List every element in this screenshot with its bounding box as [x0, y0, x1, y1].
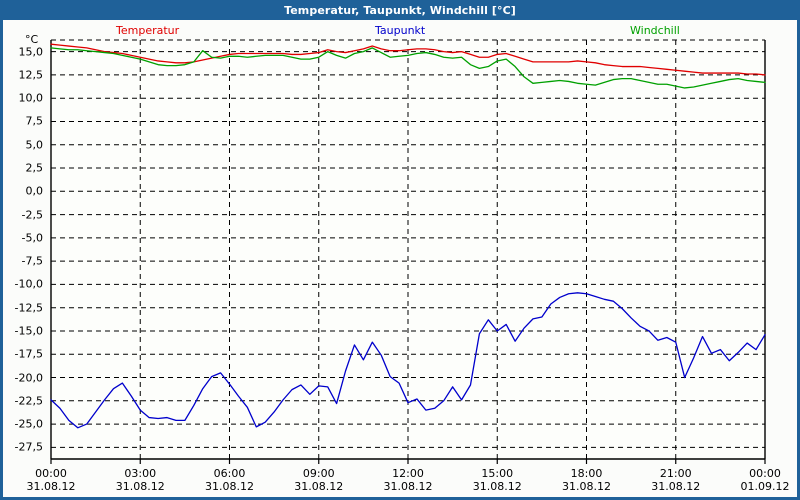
y-axis-tick-label: -20,0 — [14, 371, 43, 385]
y-axis-tick-label: 0,0 — [25, 184, 44, 198]
x-axis-tick-label: 00:00 31.08.12 — [19, 467, 83, 493]
window-title-bar: Temperatur, Taupunkt, Windchill [°C] — [3, 0, 797, 20]
x-tick-time: 12:00 — [392, 467, 424, 480]
x-axis-tick-label: 06:00 31.08.12 — [198, 467, 262, 493]
x-tick-time: 18:00 — [570, 467, 603, 480]
x-tick-time: 00:00 — [35, 467, 67, 480]
x-axis-tick-label: 12:00 31.08.12 — [376, 467, 440, 493]
x-tick-time: 00:00 — [749, 467, 781, 480]
y-axis-tick-label: 2,5 — [25, 161, 44, 175]
chart-canvas — [50, 39, 766, 464]
y-axis-tick-label: -2,5 — [21, 208, 43, 222]
x-tick-date: 01.09.12 — [740, 480, 790, 493]
y-axis-tick-label: -25,0 — [14, 417, 43, 431]
x-axis-tick-label: 18:00 31.08.12 — [555, 467, 619, 493]
y-axis-tick-label: -15,0 — [14, 324, 43, 338]
y-axis-tick-label: -27,5 — [14, 440, 43, 454]
y-axis-tick-label: 7,5 — [25, 114, 44, 128]
x-tick-date: 31.08.12 — [562, 480, 611, 493]
legend-item-temperatur: Temperatur — [116, 24, 180, 37]
x-axis-tick-label: 00:00 01.09.12 — [733, 467, 797, 493]
x-axis-tick-label: 15:00 31.08.12 — [465, 467, 529, 493]
legend-item-windchill: Windchill — [630, 24, 680, 37]
y-axis-tick-label: 5,0 — [25, 138, 44, 152]
plot-area: °C 15,0 12,5 10,0 7,5 5,0 2,5 0,0 -2,5 -5,0 -7,5 -… — [3, 0, 797, 494]
y-axis-tick-label: -12,5 — [14, 301, 43, 315]
y-axis-tick-label: -10,0 — [14, 277, 43, 291]
x-tick-time: 09:00 — [302, 467, 335, 480]
x-tick-date: 31.08.12 — [472, 480, 522, 493]
x-axis-tick-label: 21:00 31.08.12 — [644, 467, 708, 493]
y-axis-tick-label: -7,5 — [21, 254, 43, 268]
x-axis-tick-label: 09:00 31.08.12 — [287, 467, 351, 493]
x-tick-date: 31.08.12 — [651, 480, 701, 493]
legend-item-taupunkt: Taupunkt — [375, 24, 426, 37]
x-tick-date: 31.08.12 — [294, 480, 344, 493]
y-axis-tick-label: -17,5 — [14, 347, 43, 361]
chart-legend: Temperatur Taupunkt Windchill — [3, 24, 797, 38]
y-axis-tick-label: -22,5 — [14, 394, 43, 408]
x-tick-time: 06:00 — [213, 467, 246, 480]
x-tick-time: 15:00 — [481, 467, 514, 480]
y-axis-tick-label: -5,0 — [21, 231, 43, 245]
x-tick-date: 31.08.12 — [383, 480, 433, 493]
y-axis-unit-label: °C — [25, 33, 39, 46]
x-tick-date: 31.08.12 — [205, 480, 254, 493]
y-axis-tick-label: 12,5 — [18, 68, 44, 82]
x-axis-tick-label: 03:00 31.08.12 — [108, 467, 172, 493]
y-axis-tick-label: 15,0 — [18, 45, 44, 59]
x-tick-date: 31.08.12 — [115, 480, 165, 493]
y-axis-tick-label: 10,0 — [18, 91, 44, 105]
window-title: Temperatur, Taupunkt, Windchill [°C] — [284, 3, 516, 17]
x-tick-time: 21:00 — [659, 467, 692, 480]
x-tick-date: 31.08.12 — [26, 480, 76, 493]
x-tick-time: 03:00 — [124, 467, 157, 480]
